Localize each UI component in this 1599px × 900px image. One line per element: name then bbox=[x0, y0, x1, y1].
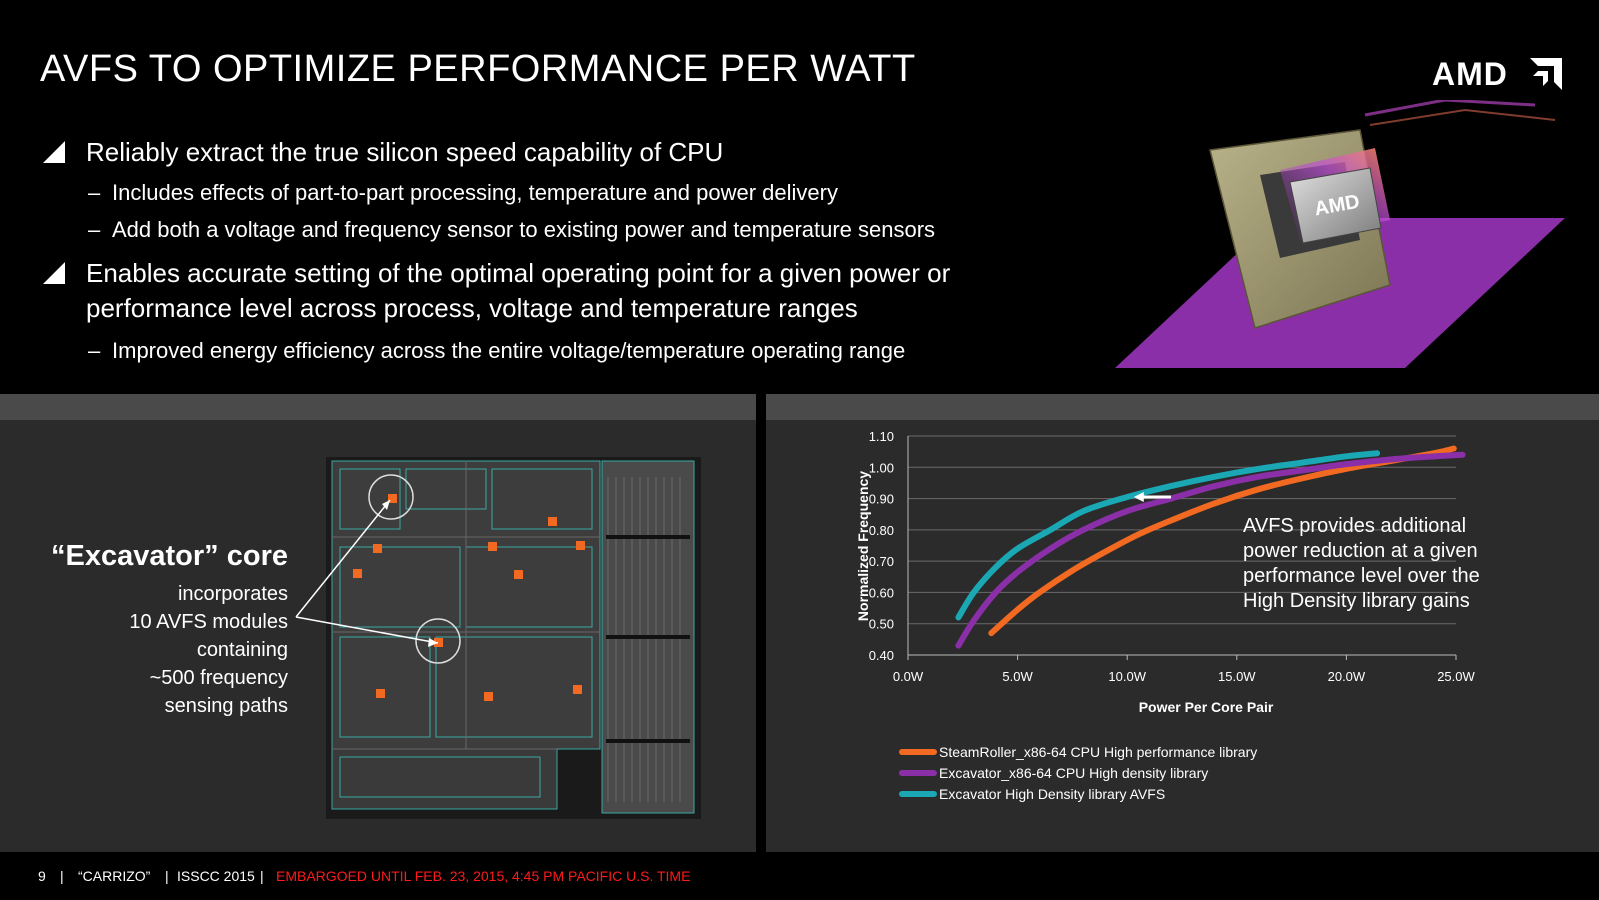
y-tick-label: 0.90 bbox=[869, 492, 894, 507]
legend-label: SteamRoller_x86-64 CPU High performance … bbox=[939, 744, 1257, 760]
amd-logo: AMD bbox=[1432, 56, 1562, 92]
bullet-1-text: Reliably extract the true silicon speed … bbox=[86, 137, 724, 167]
logo-wordmark: AMD bbox=[1432, 56, 1508, 92]
bullet-triangle-icon bbox=[43, 141, 65, 163]
footer-event: ISSCC 2015 bbox=[177, 868, 255, 884]
footer-embargo: EMBARGOED UNTIL FEB. 23, 2015, 4:45 PM P… bbox=[276, 868, 691, 884]
sub-bullet-1-1: Includes effects of part-to-part process… bbox=[112, 180, 838, 205]
y-axis-label: Normalized Frequency bbox=[855, 471, 871, 621]
annotation-text: power reduction at a given bbox=[1243, 540, 1478, 562]
panel-separator bbox=[756, 394, 766, 852]
x-tick-labels: 0.0W 5.0W 10.0W 15.0W 20.0W 25.0W bbox=[893, 655, 1476, 684]
chart-series bbox=[955, 445, 1466, 649]
sub-bullet-marker: – bbox=[88, 217, 101, 242]
sub-bullet-2-1: Improved energy efficiency across the en… bbox=[112, 338, 906, 363]
x-tick-label: 10.0W bbox=[1108, 669, 1146, 684]
x-tick-label: 0.0W bbox=[893, 669, 924, 684]
section-divider-band bbox=[0, 394, 1599, 420]
sub-bullet-marker: – bbox=[88, 338, 101, 363]
core-desc-line: incorporates bbox=[177, 583, 288, 605]
y-tick-label: 0.50 bbox=[869, 617, 894, 632]
callout-lines bbox=[295, 499, 439, 647]
footer: 9 | “CARRIZO” | ISSCC 2015 | EMBARGOED U… bbox=[0, 852, 1599, 900]
bullet-2-line-1: Enables accurate setting of the optimal … bbox=[86, 258, 951, 288]
footer-separator: | bbox=[60, 868, 64, 884]
sub-bullet-1-2: Add both a voltage and frequency sensor … bbox=[112, 217, 936, 242]
x-axis-label: Power Per Core Pair bbox=[1139, 699, 1274, 715]
series-line-2 bbox=[955, 451, 1466, 649]
y-tick-label: 0.60 bbox=[869, 585, 894, 600]
sub-bullet-marker: – bbox=[88, 180, 101, 205]
x-tick-label: 15.0W bbox=[1218, 669, 1256, 684]
core-desc-line: containing bbox=[196, 639, 288, 661]
chart-annotation: AVFS provides additional power reduction … bbox=[1133, 492, 1480, 612]
bullet-triangle-icon bbox=[43, 262, 65, 284]
footer-separator: | bbox=[260, 868, 264, 884]
core-desc-line: sensing paths bbox=[164, 695, 288, 717]
y-tick-label: 1.10 bbox=[869, 429, 894, 444]
legend-label: Excavator_x86-64 CPU High density librar… bbox=[939, 765, 1208, 781]
core-title: “Excavator” core bbox=[51, 540, 288, 572]
footer-product: “CARRIZO” bbox=[78, 868, 151, 884]
x-tick-label: 5.0W bbox=[1002, 669, 1033, 684]
core-description: incorporates 10 AVFS modules containing … bbox=[48, 580, 288, 720]
y-tick-labels: 0.40 0.50 0.60 0.70 0.80 0.90 1.00 1.10 bbox=[869, 429, 894, 663]
y-tick-label: 0.40 bbox=[869, 648, 894, 663]
footer-separator: | bbox=[165, 868, 169, 884]
chart-legend: SteamRoller_x86-64 CPU High performance … bbox=[899, 744, 1257, 802]
footer-page-number: 9 bbox=[38, 868, 46, 884]
annotation-text: High Density library gains bbox=[1243, 590, 1470, 612]
chart-panel bbox=[766, 420, 1599, 852]
y-tick-label: 0.80 bbox=[869, 523, 894, 538]
x-tick-label: 20.0W bbox=[1328, 669, 1366, 684]
amd-arrow-icon bbox=[1530, 58, 1562, 90]
x-tick-label: 25.0W bbox=[1437, 669, 1475, 684]
y-tick-label: 0.70 bbox=[869, 554, 894, 569]
core-desc-line: ~500 frequency bbox=[149, 667, 288, 689]
apu-chip-image: AMD bbox=[1115, 100, 1565, 368]
annotation-text: performance level over the bbox=[1243, 565, 1480, 587]
slide-title: AVFS TO OPTIMIZE PERFORMANCE PER WATT bbox=[40, 48, 916, 90]
core-desc-line: 10 AVFS modules bbox=[129, 611, 288, 633]
excavator-die-image bbox=[326, 457, 701, 819]
annotation-arrowhead bbox=[1133, 492, 1144, 503]
series-line-3 bbox=[955, 450, 1381, 621]
power-frequency-chart: 0.40 0.50 0.60 0.70 0.80 0.90 1.00 1.10 0.0W 5.0… bbox=[855, 429, 1480, 802]
annotation-text: AVFS provides additional bbox=[1243, 515, 1466, 537]
bullet-2-line-2: performance level across process, voltag… bbox=[86, 293, 858, 323]
y-tick-label: 1.00 bbox=[869, 460, 894, 475]
legend-label: Excavator High Density library AVFS bbox=[939, 786, 1165, 802]
